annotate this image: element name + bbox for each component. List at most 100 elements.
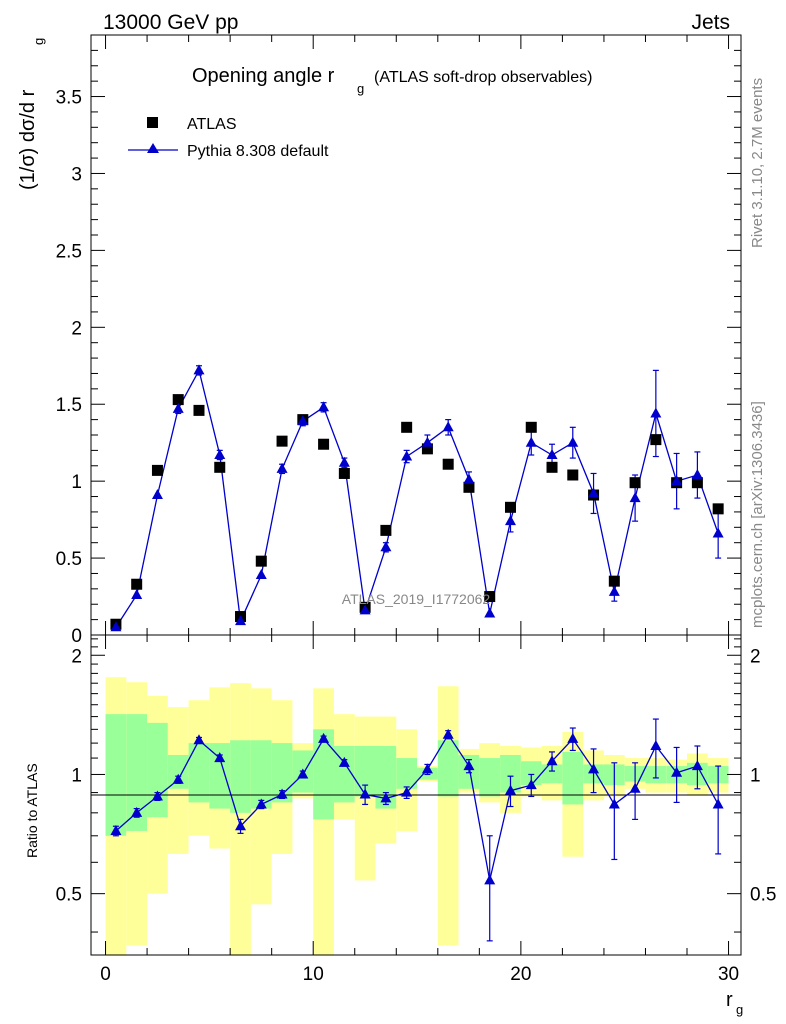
ratio-point xyxy=(463,760,475,771)
atlas-point xyxy=(504,501,516,513)
atlas-point xyxy=(421,443,433,455)
plot-title-suffix: (ATLAS soft-drop observables) xyxy=(374,69,592,86)
mc-point xyxy=(193,364,205,375)
legend-pythia-marker xyxy=(147,143,159,153)
ratio-point xyxy=(629,782,641,793)
mc-point xyxy=(214,449,226,459)
atlas-point xyxy=(318,438,330,450)
atlas-point xyxy=(546,461,558,473)
rivet-label: Rivet 3.1.10, 2.7M events xyxy=(749,78,766,248)
atlas-point xyxy=(484,591,496,603)
atlas-point xyxy=(629,477,641,489)
legend-atlas-marker xyxy=(147,117,158,128)
mc-point xyxy=(151,489,163,499)
ratio-point xyxy=(484,874,496,885)
atlas-point xyxy=(691,477,703,489)
atlas-point xyxy=(463,481,475,493)
ratio-band-inner xyxy=(333,745,355,803)
atlas-point xyxy=(338,467,350,479)
header-right: Jets xyxy=(691,11,730,34)
ratio-point xyxy=(297,768,309,779)
ratio-series-line xyxy=(115,733,719,881)
ratio-y-tick-label: 2 xyxy=(71,646,82,667)
mc-point xyxy=(484,607,496,618)
mc-point xyxy=(276,462,288,473)
atlas-point xyxy=(255,555,267,567)
mc-point xyxy=(235,615,247,626)
ratio-band-inner xyxy=(396,758,418,789)
y-tick-label: 0.5 xyxy=(56,549,82,570)
ratio-y-tick-label: 1 xyxy=(71,765,82,786)
ratio-point xyxy=(712,798,724,809)
ratio-band-inner xyxy=(188,743,210,803)
y-axis-label-subscript: g xyxy=(31,38,46,45)
mc-point xyxy=(110,621,122,632)
atlas-point xyxy=(442,458,454,470)
mc-point xyxy=(338,456,350,467)
ratio-band-inner xyxy=(105,714,127,836)
ratio-point xyxy=(214,752,226,763)
atlas-point xyxy=(214,461,226,473)
main-plot-data xyxy=(110,364,724,632)
atlas-point xyxy=(608,575,620,587)
mc-point xyxy=(172,402,184,413)
ratio-point xyxy=(110,824,122,835)
mc-series-line xyxy=(115,368,719,628)
ratio-point xyxy=(318,732,330,743)
main-plot-panel: ATLAS_2019_I1772062 0 0.5 1 1.5 2 2.5 3 3.5 Ope… xyxy=(17,34,742,647)
plot-title-main: Opening angle r xyxy=(192,65,335,87)
ratio-point xyxy=(504,784,516,795)
ratio-band-inner xyxy=(147,722,168,818)
atlas-point xyxy=(151,464,163,476)
y-tick-label: 2.5 xyxy=(56,241,82,262)
watermark: ATLAS_2019_I1772062 xyxy=(342,591,491,607)
ratio-point xyxy=(525,779,537,790)
atlas-point xyxy=(380,524,392,536)
plot-title-subscript: g xyxy=(357,81,364,96)
mc-point xyxy=(463,473,475,484)
atlas-point xyxy=(172,394,184,406)
mc-point xyxy=(546,449,558,459)
ratio-band-inner xyxy=(541,764,563,784)
ratio-y-tick-label-right: 1 xyxy=(750,765,761,786)
mc-point xyxy=(421,436,433,447)
atlas-point xyxy=(712,503,724,515)
ratio-y-tick-label-right: 2 xyxy=(750,646,761,667)
ratio-band-inner xyxy=(437,740,459,797)
legend-pythia-label: Pythia 8.308 default xyxy=(187,143,329,160)
y-tick-label: 3 xyxy=(71,164,82,185)
ratio-y-axis: 0.5 0.5 1 1 2 2 xyxy=(56,638,776,933)
mc-point xyxy=(442,421,454,432)
mc-point xyxy=(318,401,330,412)
mc-point xyxy=(525,436,537,447)
ratio-data xyxy=(110,718,724,942)
ratio-point xyxy=(650,739,662,750)
x-axis-label-subscript: g xyxy=(736,1002,743,1017)
mc-point xyxy=(359,604,371,615)
header-left: 13000 GeV pp xyxy=(103,11,238,34)
ratio-band-inner xyxy=(126,714,148,831)
ratio-point xyxy=(608,798,620,809)
ratio-band-inner xyxy=(209,743,231,809)
ratio-point xyxy=(401,786,413,797)
ratio-y-label: Ratio to ATLAS xyxy=(24,763,40,858)
ratio-band-inner xyxy=(375,745,397,809)
ratio-point xyxy=(691,760,703,771)
ratio-point xyxy=(671,766,683,777)
ratio-point xyxy=(567,732,579,743)
mc-point xyxy=(255,569,267,579)
ratio-point xyxy=(151,790,163,801)
atlas-point xyxy=(650,434,662,446)
atlas-point xyxy=(276,435,288,447)
ratio-point xyxy=(421,763,433,774)
mc-point xyxy=(608,585,620,596)
atlas-point xyxy=(193,404,205,416)
x-tick-label: 20 xyxy=(510,964,531,985)
x-tick-label: 30 xyxy=(718,964,739,985)
legend-atlas-label: ATLAS xyxy=(187,116,237,133)
mc-point xyxy=(380,541,392,552)
x-tick-label: 10 xyxy=(303,964,324,985)
ratio-band-inner xyxy=(479,758,501,797)
mcplots-label: mcplots.cern.ch [arXiv:1306.3436] xyxy=(749,401,766,628)
ratio-point xyxy=(255,798,267,809)
